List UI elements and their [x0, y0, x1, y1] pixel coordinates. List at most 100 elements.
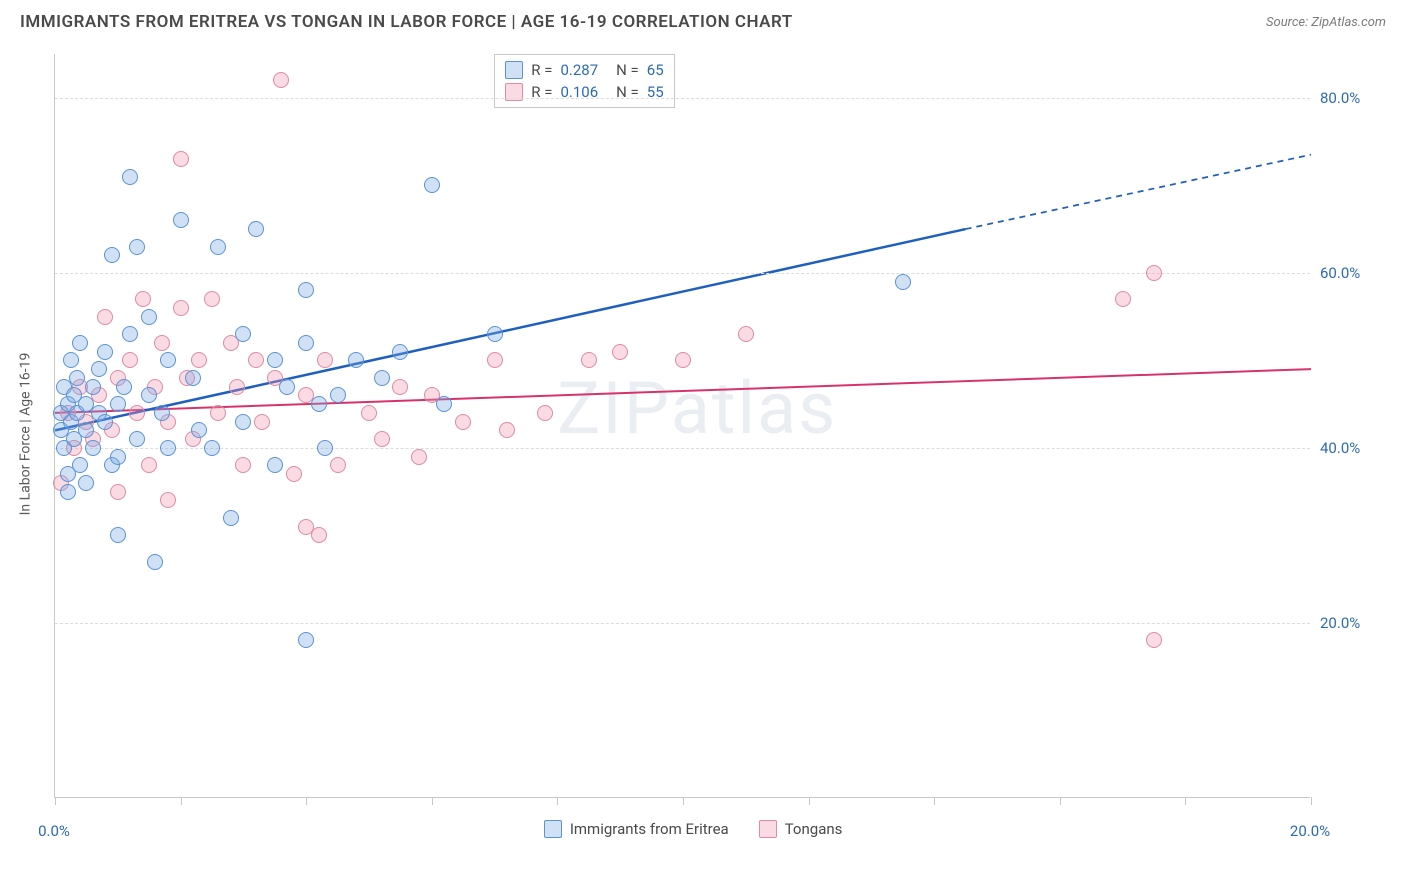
scatter-point-b	[487, 352, 503, 368]
scatter-point-a	[487, 326, 503, 342]
scatter-point-a	[104, 247, 120, 263]
scatter-point-a	[97, 344, 113, 360]
x-tick	[1060, 797, 1061, 805]
y-tick-label: 80.0%	[1320, 89, 1380, 107]
stats-row-b: R = 0.106 N = 55	[505, 81, 663, 103]
scatter-point-a	[141, 309, 157, 325]
scatter-point-a	[116, 379, 132, 395]
scatter-point-a	[129, 431, 145, 447]
scatter-point-b	[141, 457, 157, 473]
scatter-point-b	[499, 422, 515, 438]
legend-label-b: Tongans	[785, 820, 843, 838]
swatch-series-b	[759, 820, 777, 838]
x-tick	[683, 797, 684, 805]
scatter-point-a	[895, 274, 911, 290]
scatter-point-a	[110, 396, 126, 412]
scatter-point-b	[1115, 291, 1131, 307]
scatter-point-a	[110, 527, 126, 543]
scatter-point-a	[185, 370, 201, 386]
y-tick-label: 40.0%	[1320, 439, 1380, 457]
scatter-point-b	[210, 405, 226, 421]
scatter-point-b	[317, 352, 333, 368]
x-tick	[432, 797, 433, 805]
scatter-point-a	[173, 212, 189, 228]
scatter-point-b	[110, 484, 126, 500]
stat-n-a: 65	[647, 61, 664, 79]
scatter-point-b	[135, 291, 151, 307]
scatter-point-a	[298, 282, 314, 298]
scatter-point-b	[173, 300, 189, 316]
scatter-point-b	[229, 379, 245, 395]
x-tick-label: 0.0%	[38, 822, 70, 840]
scatter-point-a	[204, 440, 220, 456]
legend-label-a: Immigrants from Eritrea	[570, 820, 729, 838]
scatter-point-a	[348, 352, 364, 368]
scatter-point-a	[97, 414, 113, 430]
stat-label: N =	[616, 61, 639, 79]
scatter-point-b	[286, 466, 302, 482]
scatter-point-a	[63, 352, 79, 368]
scatter-point-a	[129, 239, 145, 255]
scatter-point-b	[122, 352, 138, 368]
scatter-point-a	[78, 475, 94, 491]
scatter-point-a	[298, 632, 314, 648]
x-tick	[1311, 797, 1312, 805]
scatter-point-b	[455, 414, 471, 430]
scatter-point-b	[97, 309, 113, 325]
scatter-point-b	[204, 291, 220, 307]
scatter-point-a	[267, 352, 283, 368]
chart-source: Source: ZipAtlas.com	[1266, 15, 1386, 30]
scatter-point-a	[91, 361, 107, 377]
legend-item-a: Immigrants from Eritrea	[544, 820, 729, 838]
scatter-point-a	[374, 370, 390, 386]
swatch-series-a	[544, 820, 562, 838]
x-tick	[1185, 797, 1186, 805]
scatter-point-a	[191, 422, 207, 438]
plot-area: ZIPatlas R = 0.287 N = 65 R = 0.106 N = …	[54, 54, 1310, 798]
scatter-point-b	[173, 151, 189, 167]
scatter-point-a	[279, 379, 295, 395]
scatter-point-a	[298, 335, 314, 351]
scatter-point-b	[581, 352, 597, 368]
scatter-point-b	[254, 414, 270, 430]
legend-item-b: Tongans	[759, 820, 843, 838]
scatter-point-b	[411, 449, 427, 465]
scatter-point-a	[235, 414, 251, 430]
scatter-point-a	[72, 457, 88, 473]
scatter-point-a	[85, 440, 101, 456]
x-tick	[809, 797, 810, 805]
scatter-point-a	[160, 440, 176, 456]
y-tick-label: 60.0%	[1320, 264, 1380, 282]
scatter-point-b	[160, 492, 176, 508]
legend-bottom: Immigrants from Eritrea Tongans	[544, 820, 843, 838]
y-tick-label: 20.0%	[1320, 614, 1380, 632]
stats-legend-box: R = 0.287 N = 65 R = 0.106 N = 55	[494, 54, 674, 108]
x-tick-label: 20.0%	[1290, 822, 1330, 840]
scatter-point-a	[311, 396, 327, 412]
chart-header: IMMIGRANTS FROM ERITREA VS TONGAN IN LAB…	[0, 0, 1406, 40]
scatter-point-a	[122, 326, 138, 342]
scatter-point-a	[122, 169, 138, 185]
scatter-point-a	[160, 352, 176, 368]
stat-label: R =	[531, 61, 552, 79]
scatter-point-a	[110, 449, 126, 465]
scatter-point-a	[436, 396, 452, 412]
scatter-point-b	[129, 405, 145, 421]
gridline	[55, 273, 1310, 274]
scatter-point-a	[60, 484, 76, 500]
scatter-point-b	[235, 457, 251, 473]
y-axis-label: In Labor Force | Age 16-19	[17, 353, 33, 516]
scatter-point-a	[141, 387, 157, 403]
x-tick	[181, 797, 182, 805]
scatter-point-a	[147, 554, 163, 570]
scatter-point-b	[330, 457, 346, 473]
x-tick	[55, 797, 56, 805]
scatter-point-b	[248, 352, 264, 368]
scatter-point-b	[311, 527, 327, 543]
scatter-point-a	[235, 326, 251, 342]
scatter-point-a	[78, 422, 94, 438]
scatter-point-b	[273, 72, 289, 88]
stats-row-a: R = 0.287 N = 65	[505, 59, 663, 81]
gridline	[55, 448, 1310, 449]
scatter-point-b	[1146, 632, 1162, 648]
